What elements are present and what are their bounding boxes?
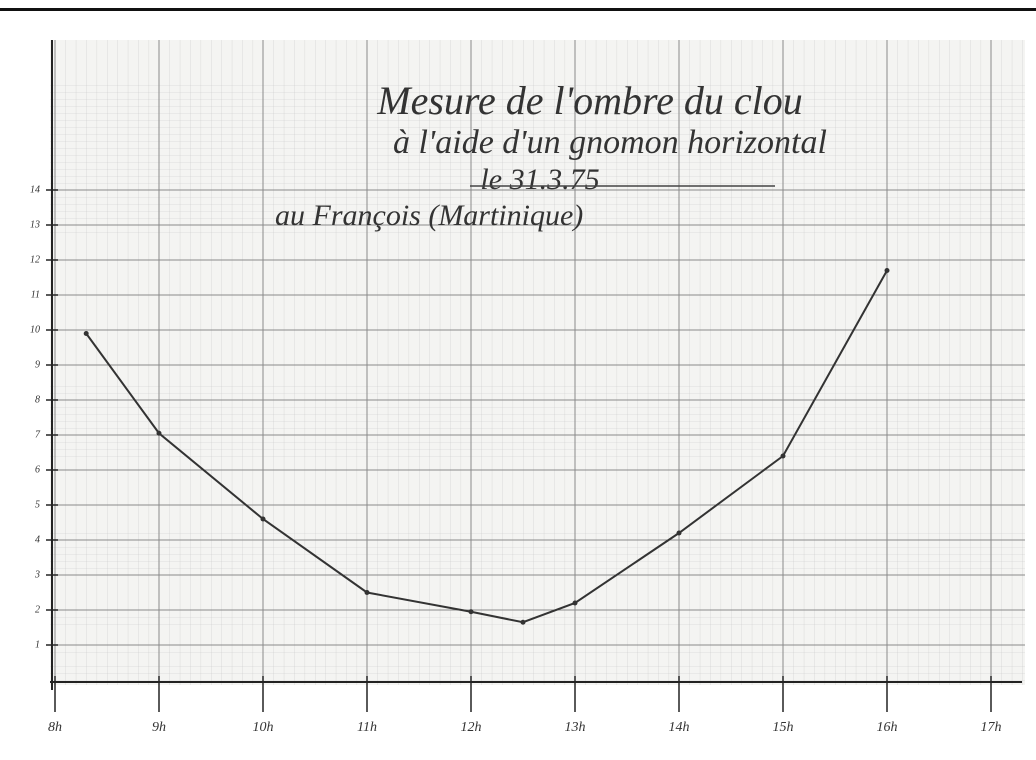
x-tick-label: 11h bbox=[357, 720, 377, 735]
chart-title: Mesure de l'ombre du clou bbox=[376, 78, 803, 123]
chart-date: le 31.3.75 bbox=[480, 163, 599, 196]
y-tick-label: 4 bbox=[35, 534, 40, 545]
y-tick-label: 13 bbox=[30, 219, 40, 230]
y-tick-label: 1 bbox=[35, 639, 40, 650]
x-tick-label: 15h bbox=[773, 720, 794, 735]
point bbox=[573, 601, 578, 606]
point bbox=[521, 620, 526, 625]
x-tick-label: 9h bbox=[152, 720, 166, 735]
chart-subtitle: à l'aide d'un gnomon horizontal bbox=[393, 124, 827, 161]
y-tick-label: 5 bbox=[35, 499, 40, 510]
y-tick-label: 12 bbox=[30, 254, 40, 265]
y-tick-label: 8 bbox=[35, 394, 40, 405]
y-tick-label: 9 bbox=[35, 359, 40, 370]
chart: Mesure de l'ombre du clou à l'aide d'un … bbox=[0, 0, 1036, 760]
y-tick-label: 10 bbox=[30, 324, 40, 335]
point bbox=[885, 268, 890, 273]
x-tick-label: 10h bbox=[253, 720, 274, 735]
point bbox=[365, 590, 370, 595]
x-tick-label: 8h bbox=[48, 720, 62, 735]
point bbox=[261, 517, 266, 522]
x-tick-label: 14h bbox=[669, 720, 690, 735]
x-tick-label: 12h bbox=[461, 720, 482, 735]
y-tick-label: 7 bbox=[35, 429, 41, 440]
x-tick-label: 16h bbox=[877, 720, 898, 735]
point bbox=[469, 609, 474, 614]
y-tick-label: 2 bbox=[35, 604, 40, 615]
y-tick-label: 14 bbox=[30, 184, 40, 195]
y-tick-label: 3 bbox=[34, 569, 40, 580]
point bbox=[84, 331, 89, 336]
y-tick-label: 11 bbox=[31, 289, 40, 300]
x-tick-label: 17h bbox=[981, 720, 1002, 735]
x-tick-label: 13h bbox=[565, 720, 586, 735]
point bbox=[781, 454, 786, 459]
chart-location: au François (Martinique) bbox=[275, 199, 583, 232]
point bbox=[677, 531, 682, 536]
point bbox=[157, 431, 162, 436]
top-border bbox=[0, 8, 1036, 11]
y-tick-label: 6 bbox=[35, 464, 40, 475]
